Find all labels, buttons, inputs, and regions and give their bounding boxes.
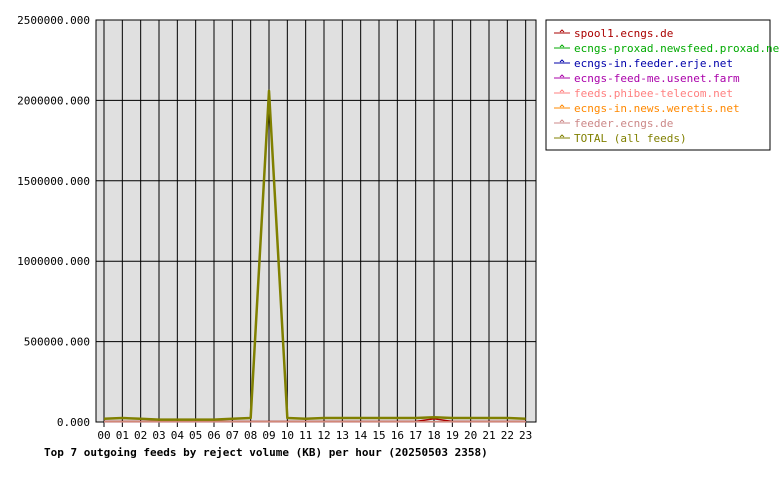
legend-marker xyxy=(559,134,565,138)
x-tick-label: 05 xyxy=(189,429,202,442)
legend-marker xyxy=(559,74,565,78)
y-tick-label: 0.000 xyxy=(57,416,90,429)
y-tick-label: 500000.000 xyxy=(24,336,90,349)
legend-label: feeds.phibee-telecom.net xyxy=(574,87,733,100)
x-tick-label: 22 xyxy=(501,429,514,442)
x-tick-label: 11 xyxy=(299,429,312,442)
y-tick-label: 1000000.000 xyxy=(17,255,90,268)
legend: spool1.ecngs.de ecngs-proxad.newsfeed.pro… xyxy=(545,19,780,151)
x-tick-label: 13 xyxy=(336,429,349,442)
legend-label: ecngs-in.news.weretis.net xyxy=(574,102,740,115)
legend-label: ecngs-proxad.newsfeed.proxad.net xyxy=(574,42,780,55)
legend-marker xyxy=(559,44,565,48)
y-axis-tick-labels: 0.000 500000.000 1000000.000 1500000.000 200… xyxy=(17,14,90,429)
legend-label: ecngs-in.feeder.erje.net xyxy=(574,57,733,70)
x-tick-label: 08 xyxy=(244,429,257,442)
x-tick-label: 21 xyxy=(482,429,495,442)
chart-title: Top 7 outgoing feeds by reject volume (K… xyxy=(44,446,488,459)
legend-label: spool1.ecngs.de xyxy=(574,27,673,40)
x-tick-label: 02 xyxy=(134,429,147,442)
legend-label: feeder.ecngs.de xyxy=(574,117,673,130)
x-tick-label: 12 xyxy=(317,429,330,442)
y-tick-label: 2500000.000 xyxy=(17,14,90,27)
x-tick-label: 07 xyxy=(226,429,239,442)
x-axis-tick-labels: 00 01 02 03 04 05 06 07 08 09 10 11 12 13 14 15 16 17 18 19… xyxy=(97,429,532,442)
x-tick-label: 00 xyxy=(97,429,110,442)
x-tick-label: 15 xyxy=(372,429,385,442)
x-tick-label: 20 xyxy=(464,429,477,442)
series-line-8 xyxy=(103,89,526,421)
x-tick-label: 10 xyxy=(281,429,294,442)
x-tick-label: 06 xyxy=(207,429,220,442)
legend-marker xyxy=(559,29,565,33)
x-tick-label: 16 xyxy=(391,429,404,442)
legend-box xyxy=(545,19,771,151)
y-tick-label: 1500000.000 xyxy=(17,175,90,188)
x-tick-label: 03 xyxy=(152,429,165,442)
legend-marker xyxy=(559,89,565,93)
x-tick-label: 09 xyxy=(262,429,275,442)
legend-label: ecngs-feed-me.usenet.farm xyxy=(574,72,740,85)
legend-marker xyxy=(559,119,565,123)
x-tick-label: 14 xyxy=(354,429,368,442)
x-tick-label: 19 xyxy=(446,429,459,442)
series-lines xyxy=(103,89,526,423)
vertical-gridlines xyxy=(103,20,527,427)
x-tick-label: 23 xyxy=(519,429,532,442)
x-tick-label: 18 xyxy=(427,429,440,442)
legend-label: TOTAL (all feeds) xyxy=(574,132,687,145)
x-tick-label: 17 xyxy=(409,429,422,442)
legend-marker xyxy=(559,59,565,63)
legend-marker xyxy=(559,104,565,108)
plot-area xyxy=(95,19,537,423)
x-tick-label: 04 xyxy=(171,429,185,442)
y-tick-label: 2000000.000 xyxy=(17,94,90,107)
x-tick-label: 01 xyxy=(116,429,129,442)
